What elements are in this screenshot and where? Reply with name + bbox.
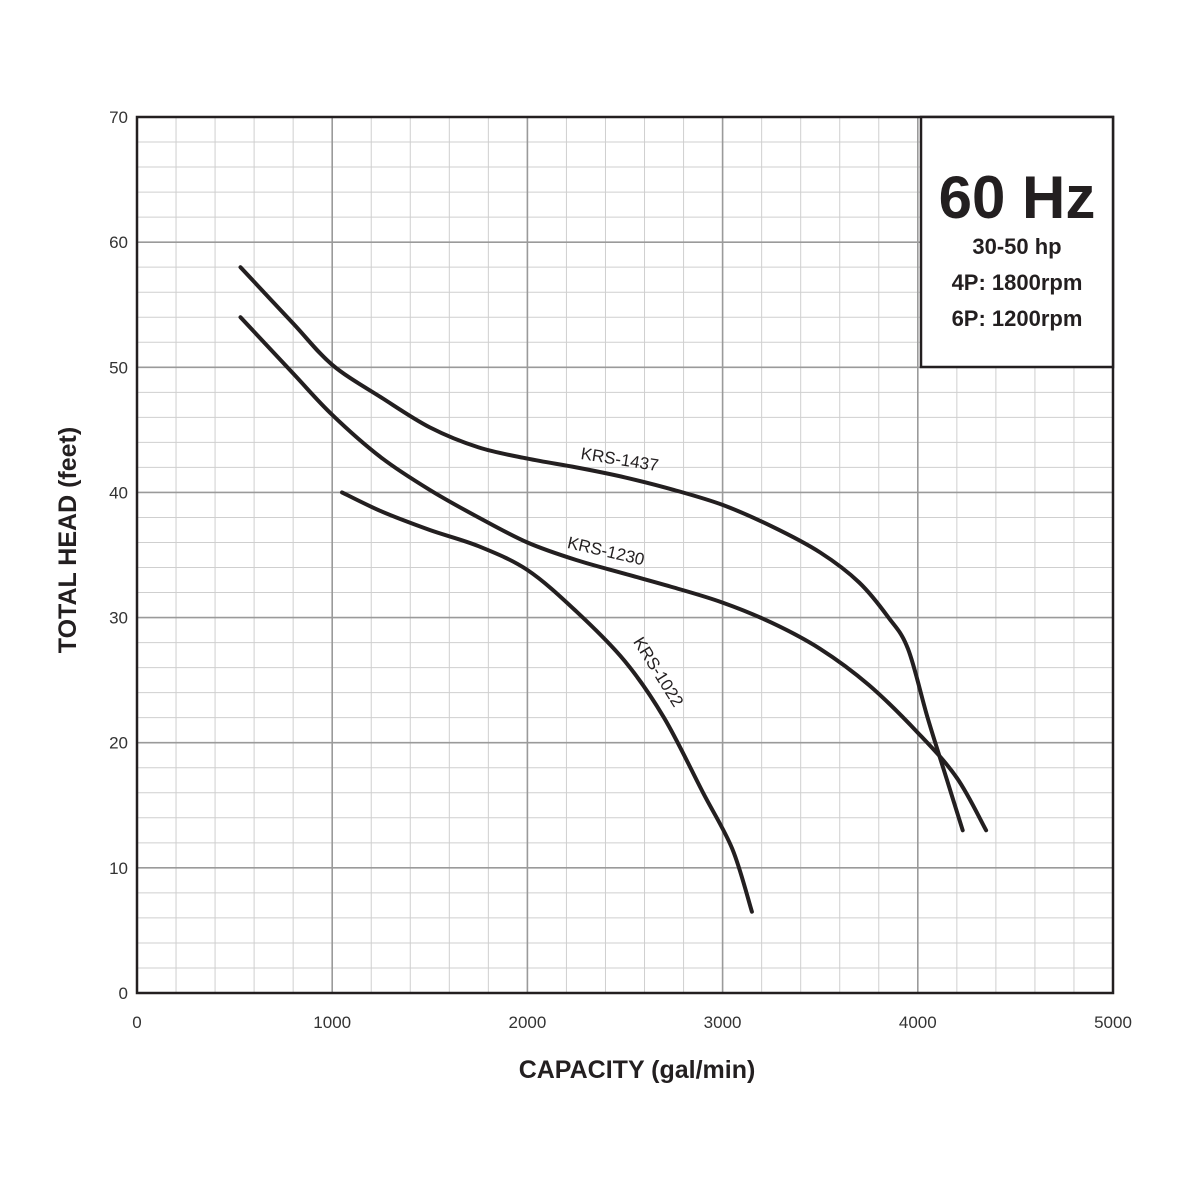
y-tick-label: 60 bbox=[109, 233, 128, 252]
info-box-line-2: 4P: 1800rpm bbox=[952, 270, 1083, 295]
x-tick-label: 0 bbox=[132, 1013, 141, 1032]
y-tick-label: 40 bbox=[109, 483, 128, 502]
y-axis-ticks: 0 10 20 30 40 50 60 70 bbox=[109, 108, 128, 1003]
series-line-krs-1022 bbox=[340, 490, 754, 914]
major-grid bbox=[137, 117, 1113, 993]
series-line-krs-1230 bbox=[238, 315, 989, 833]
series-label-krs-1022: KRS-1022 bbox=[629, 634, 687, 711]
y-axis-title: TOTAL HEAD (feet) bbox=[54, 427, 82, 653]
y-tick-label: 20 bbox=[109, 734, 128, 753]
x-tick-label: 2000 bbox=[508, 1013, 546, 1032]
x-tick-label: 4000 bbox=[899, 1013, 937, 1032]
info-box-line-3: 6P: 1200rpm bbox=[952, 306, 1083, 331]
info-box-frame bbox=[919, 115, 1115, 369]
x-axis-title: CAPACITY (gal/min) bbox=[519, 1056, 756, 1084]
y-tick-label: 70 bbox=[109, 108, 128, 127]
x-axis-ticks: 0 1000 2000 3000 4000 5000 bbox=[132, 1013, 1132, 1032]
y-tick-label: 10 bbox=[109, 859, 128, 878]
y-tick-label: 0 bbox=[119, 984, 128, 1003]
x-tick-label: 3000 bbox=[704, 1013, 742, 1032]
y-tick-label: 50 bbox=[109, 358, 128, 377]
info-box: 60 Hz 30-50 hp 4P: 1800rpm 6P: 1200rpm bbox=[919, 115, 1115, 369]
x-tick-label: 5000 bbox=[1094, 1013, 1132, 1032]
info-box-line-1: 30-50 hp bbox=[972, 234, 1061, 259]
info-box-title: 60 Hz bbox=[939, 164, 1096, 231]
series-line-krs-1437 bbox=[238, 265, 965, 833]
plot-frame bbox=[135, 115, 1115, 995]
performance-curves bbox=[238, 265, 989, 914]
y-tick-label: 30 bbox=[109, 609, 128, 628]
x-tick-label: 1000 bbox=[313, 1013, 351, 1032]
